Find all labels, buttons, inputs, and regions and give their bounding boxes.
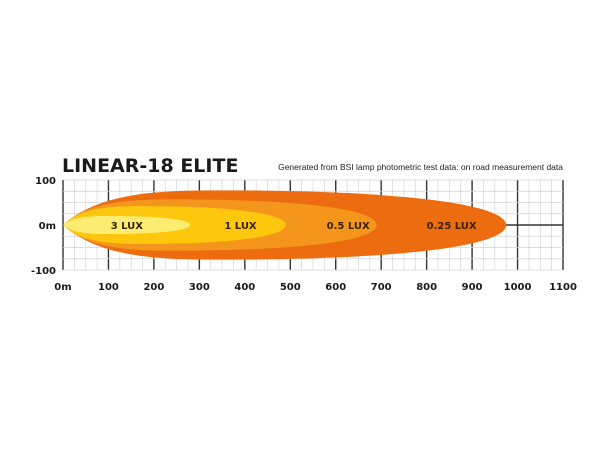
contour-label: 0.25 LUX [427, 221, 477, 232]
x-tick-label: 900 [462, 282, 483, 293]
x-tick-label: 400 [234, 282, 255, 293]
x-tick-label: 200 [143, 282, 164, 293]
x-tick-label: 600 [325, 282, 346, 293]
y-tick-label: -100 [31, 266, 56, 277]
contour-label: 1 LUX [224, 221, 257, 232]
x-tick-label: 800 [416, 282, 437, 293]
axis-labels: 0m 100 200 300 400 500 600 700 800 900 1000 1100 100… [31, 176, 577, 293]
x-tick-label: 700 [371, 282, 392, 293]
contour-label: 0.5 LUX [327, 221, 370, 232]
contour-label: 3 LUX [111, 221, 144, 232]
x-tick-label: 100 [98, 282, 119, 293]
beam-contours: 0.25 LUX 0.5 LUX 1 LUX 3 LUX [63, 190, 507, 260]
x-tick-label: 500 [280, 282, 301, 293]
chart-title: LINEAR-18 ELITE [62, 155, 238, 177]
beam-contour [63, 216, 191, 234]
y-tick-label: 100 [35, 176, 56, 187]
x-tick-label: 0m [54, 282, 71, 293]
x-tick-label: 1100 [549, 282, 577, 293]
y-tick-label: 0m [39, 221, 56, 232]
chart-subtitle: Generated from BSI lamp photometric test… [278, 162, 563, 172]
x-tick-label: 1000 [504, 282, 532, 293]
x-tick-label: 300 [189, 282, 210, 293]
